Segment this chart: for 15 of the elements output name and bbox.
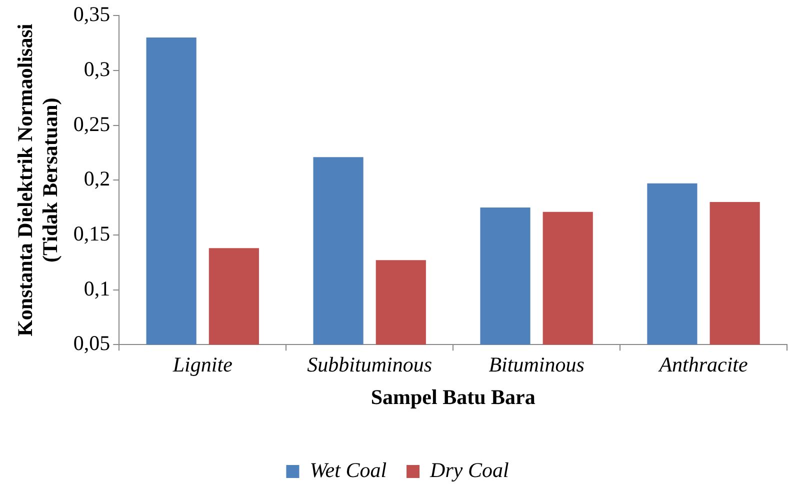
- legend-label: Wet Coal: [310, 458, 387, 482]
- y-tick-label: 0,05: [73, 331, 110, 356]
- y-tick-label: 0,2: [84, 166, 110, 191]
- x-tick-label: Bituminous: [488, 352, 584, 377]
- y-tick-label: 0,1: [84, 276, 110, 300]
- x-axis-title: Sampel Batu Bara: [370, 384, 536, 409]
- y-tick-label: 0,35: [73, 2, 110, 26]
- y-axis-title: Konstanta Dielektrik Normaolisasi (Tidak Bersatuan): [13, 24, 62, 336]
- legend-label: Dry Coal: [429, 458, 509, 482]
- x-tick-label: Lignite: [172, 352, 232, 377]
- x-tick-label: Subbituminous: [307, 352, 432, 377]
- y-tick-label: 0,25: [73, 112, 110, 136]
- y-tick-label: 0,3: [84, 56, 110, 81]
- y-tick-label: 0,15: [73, 221, 110, 246]
- x-tick-label: Anthracite: [657, 352, 748, 377]
